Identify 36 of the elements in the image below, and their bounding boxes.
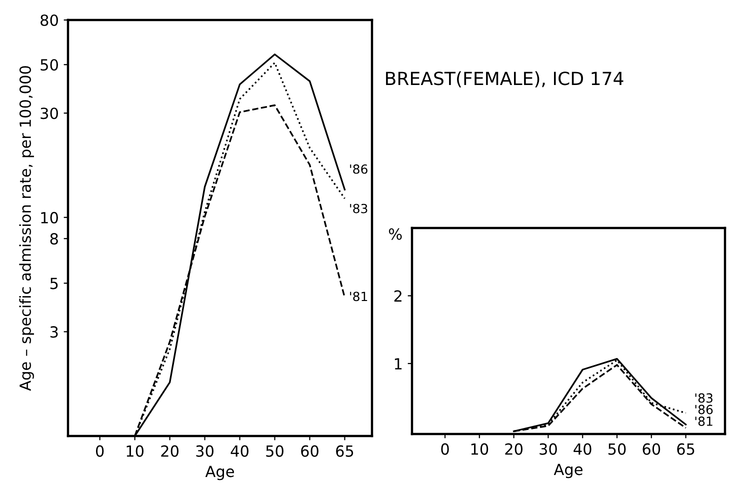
series-label: '83 — [695, 393, 712, 403]
series-label: '83 — [350, 204, 368, 214]
x-tick-label: 60 — [642, 443, 660, 455]
y-tick-label: 3 — [50, 326, 58, 338]
x-tick-label: 20 — [161, 445, 179, 457]
y-tick-label: 2 — [394, 290, 402, 302]
y-tick-label: 10 — [41, 212, 58, 224]
x-tick-label: 40 — [574, 443, 592, 455]
x-tick-label: 0 — [441, 443, 449, 455]
y-tick-label: 30 — [40, 108, 58, 120]
y-axis-title: Age – specific admission rate, per 100,000 — [19, 66, 34, 391]
x-tick-label: 65 — [336, 445, 354, 457]
x-tick-label: 30 — [196, 445, 214, 457]
x-tick-label: 50 — [266, 445, 284, 457]
x-tick-label: 30 — [540, 443, 557, 455]
x-tick-label: 60 — [301, 445, 318, 457]
y-axis-title: % — [388, 228, 402, 240]
x-tick-label: 10 — [126, 445, 144, 457]
series-label: '81 — [350, 292, 368, 302]
series-label: '81 — [695, 416, 712, 426]
x-tick-label: 40 — [230, 445, 248, 457]
y-tick-label: 80 — [40, 14, 58, 26]
y-tick-label: 50 — [40, 59, 58, 71]
series-label: '86 — [350, 164, 368, 174]
x-tick-label: 65 — [677, 443, 694, 455]
x-axis-title: Age — [554, 464, 582, 478]
x-tick-label: 50 — [608, 443, 626, 455]
y-tick-label: 1 — [394, 358, 402, 370]
y-tick-label: 5 — [50, 278, 58, 290]
series-label: '86 — [695, 404, 713, 414]
x-tick-label: 20 — [505, 443, 523, 455]
x-axis-title: Age — [205, 466, 234, 480]
y-tick-label: 8 — [50, 233, 58, 245]
x-tick-label: 0 — [96, 445, 104, 457]
chart-title: BREAST(FEMALE), ICD 174 — [386, 71, 624, 88]
x-tick-label: 10 — [471, 443, 488, 455]
